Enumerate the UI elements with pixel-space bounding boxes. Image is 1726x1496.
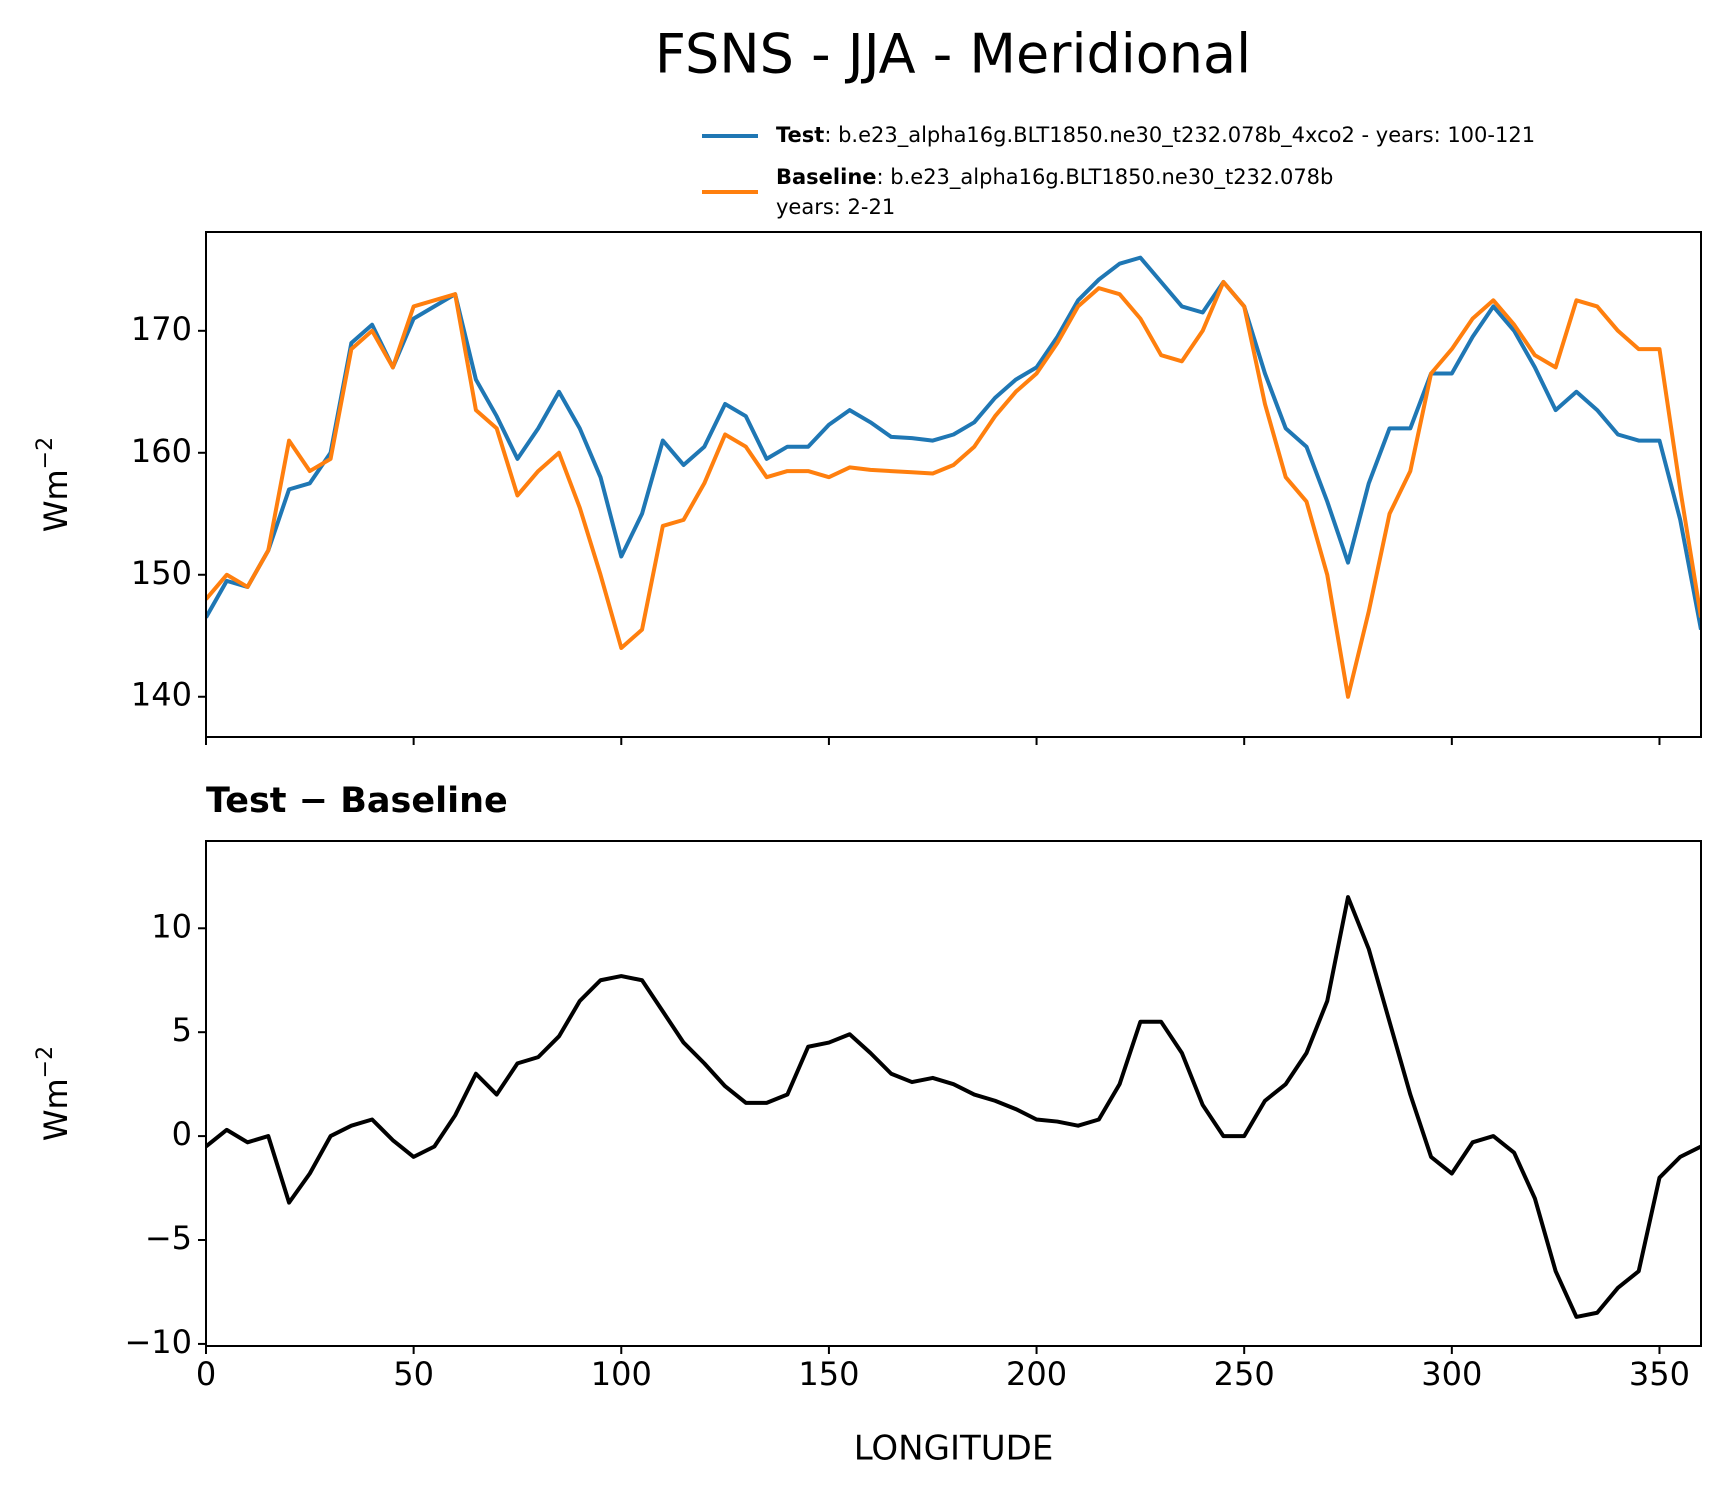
- axes-frame: [205, 840, 1702, 1347]
- x-tick-label: 150: [798, 1355, 859, 1393]
- y-axis-label-sup: −2: [33, 1046, 58, 1078]
- y-axis-label-base: Wm: [37, 469, 75, 532]
- series-line: [206, 280, 1701, 699]
- y-tick-label: 150: [131, 554, 192, 592]
- legend-description: years: 2-21: [776, 195, 895, 219]
- y-tick-label: 5: [172, 1011, 192, 1049]
- x-tick-label: 200: [1006, 1355, 1067, 1393]
- y-tick-label: 140: [131, 676, 192, 714]
- y-tick-label: −10: [124, 1323, 192, 1361]
- x-tick-label: 350: [1629, 1355, 1690, 1393]
- axes-frame: [205, 231, 1702, 738]
- y-tick-label: 0: [172, 1115, 192, 1153]
- x-tick-label: 100: [591, 1355, 652, 1393]
- y-tick-label: 160: [131, 432, 192, 470]
- legend-description: : b.e23_alpha16g.BLT1850.ne30_t232.078b: [877, 165, 1334, 190]
- legend-series-name: Test: [776, 123, 824, 147]
- y-axis-label-sup: −2: [33, 437, 58, 469]
- x-axis-label: LONGITUDE: [854, 1429, 1054, 1469]
- y-tick-label: 10: [151, 907, 192, 945]
- legend-description: : b.e23_alpha16g.BLT1850.ne30_t232.078b_…: [824, 123, 1535, 148]
- x-tick-label: 250: [1214, 1355, 1275, 1393]
- figure-title: FSNS - JJA - Meridional: [655, 23, 1251, 86]
- x-tick-label: 0: [196, 1355, 216, 1393]
- y-axis-label-base: Wm: [37, 1078, 75, 1141]
- x-tick-label: 300: [1421, 1355, 1482, 1393]
- legend-label: Test: b.e23_alpha16g.BLT1850.ne30_t232.0…: [776, 123, 1535, 148]
- series-line: [206, 895, 1701, 1319]
- y-tick-label: 170: [131, 310, 192, 348]
- legend-series-name: Baseline: [776, 165, 877, 189]
- y-axis-label: Wm−2: [33, 437, 75, 532]
- legend-label: Baseline: b.e23_alpha16g.BLT1850.ne30_t2…: [776, 165, 1333, 190]
- y-axis-label: Wm−2: [33, 1046, 75, 1141]
- x-tick-label: 50: [393, 1355, 434, 1393]
- y-tick-label: −5: [145, 1219, 192, 1257]
- subplot-title: Test − Baseline: [206, 781, 508, 821]
